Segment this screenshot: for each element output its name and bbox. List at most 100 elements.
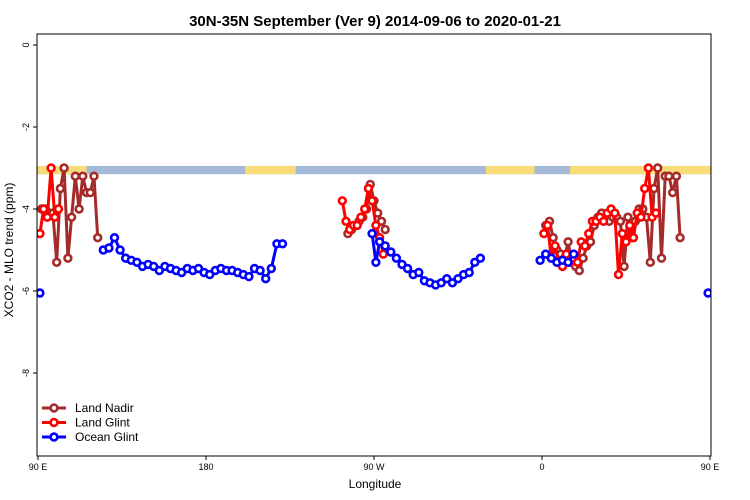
land-nadir-point (59, 163, 69, 173)
legend-marker-land-nadir (49, 403, 59, 413)
land-nadir-point (623, 212, 633, 222)
ocean-glint-point (703, 288, 711, 298)
ocean-glint-point (109, 233, 120, 243)
ocean-glint-point (115, 245, 125, 255)
land-nadir-point (66, 212, 77, 222)
land-glint-line (38, 166, 60, 234)
land-nadir-point (63, 253, 73, 263)
ocean-glint-point (563, 257, 573, 267)
x-tick-label: 90 E (701, 462, 720, 472)
land-glint-point (624, 220, 635, 231)
ocean-glint-point (718, 245, 725, 252)
land-glint-point (356, 212, 366, 222)
ocean-glint-point (735, 247, 742, 254)
ocean-glint-point (475, 253, 486, 263)
land-nadir-point (380, 224, 390, 235)
land-glint-point (583, 228, 594, 239)
land-nadir-point (667, 187, 678, 198)
land-glint-point (337, 196, 347, 206)
land-nadir-point (671, 171, 682, 181)
land-nadir-point (70, 171, 81, 181)
land-nadir-point (92, 233, 103, 243)
land-glint-point (50, 212, 60, 222)
land-glint-point (38, 204, 49, 214)
land-glint-point (53, 204, 64, 214)
series-group (37, 163, 750, 298)
legend-label-land-nadir: Land Nadir (75, 401, 134, 415)
land-nadir-point (656, 253, 667, 263)
ocean-glint-point (535, 255, 545, 265)
ocean-glint-point (414, 267, 424, 278)
ocean-glint-point (746, 257, 750, 264)
land-glint-point (37, 228, 45, 239)
land-glint-point (580, 241, 590, 251)
land-glint-point (613, 269, 624, 280)
land-glint-point (598, 216, 609, 227)
land-band-segment (486, 165, 535, 175)
ocean-glint-point (464, 267, 474, 278)
ocean-glint-point (391, 253, 402, 263)
land-glint-point (610, 208, 620, 218)
ocean-glint-point (255, 265, 265, 276)
ocean-glint-point (266, 263, 276, 274)
ocean-glint-point (568, 249, 579, 259)
land-nadir-point (675, 233, 685, 243)
ocean-glint-point (402, 263, 413, 274)
land-glint-point (371, 220, 381, 231)
legend-label-land-glint: Land Glint (75, 416, 130, 430)
land-glint-point (542, 220, 553, 231)
series-layer (37, 163, 750, 298)
land-glint-point (628, 233, 639, 243)
land-glint-point (360, 204, 370, 214)
land-nadir-point (619, 261, 629, 272)
axes: 90 E 180 90 W 0 90 E 0 -2 -4 -6 -8 (21, 33, 720, 472)
land-glint-point (539, 228, 549, 239)
land-glint-point (636, 212, 646, 222)
land-band-segment (245, 165, 296, 175)
ocean-glint-point (104, 243, 114, 253)
chart-title: 30N-35N September (Ver 9) 2014-09-06 to … (189, 13, 561, 30)
land-band-segment (570, 165, 711, 175)
land-glint-point (572, 257, 583, 267)
land-nadir-point (85, 187, 96, 198)
legend-label-ocean-glint: Ocean Glint (75, 430, 139, 444)
y-axis-label: XCO2 - MLO trend (ppm) (2, 183, 16, 318)
land-nadir-point (615, 216, 626, 227)
ocean-glint-point (37, 288, 45, 298)
land-glint-point (550, 241, 560, 251)
land-glint-point (352, 220, 362, 231)
ocean-glint-point (386, 247, 396, 257)
land-nadir-point (563, 237, 573, 247)
ocean-glint-point (380, 241, 390, 251)
ocean-glint-point (723, 247, 730, 254)
land-nadir-point (51, 257, 62, 267)
land-glint-point (643, 163, 654, 173)
y-tick-label: -2 (21, 123, 31, 131)
y-tick-label: -8 (21, 369, 31, 377)
x-tick-label: 90 E (29, 462, 48, 472)
land-nadir-point (89, 171, 99, 181)
y-tick-label: 0 (21, 42, 31, 47)
ocean-glint-point (261, 274, 271, 284)
land-glint-point (651, 208, 661, 218)
ocean-glint-point (371, 257, 381, 267)
land-nadir-point (652, 163, 663, 173)
land-glint-point (621, 237, 631, 247)
ocean-band (37, 165, 711, 175)
ocean-glint-point (244, 271, 254, 282)
x-tick-label: 180 (198, 462, 213, 472)
legend-marker-ocean-glint (49, 432, 59, 442)
ocean-glint-point (729, 234, 736, 241)
y-tick-label: -4 (21, 205, 31, 213)
land-nadir-point (74, 204, 84, 214)
ocean-glint-point (367, 228, 377, 239)
land-nadir-point (55, 183, 66, 194)
x-tick-label: 0 (539, 462, 544, 472)
land-sea-band (37, 165, 711, 175)
ocean-glint-point (277, 239, 288, 249)
land-nadir-point (645, 257, 655, 267)
ocean-glint-point (740, 255, 747, 262)
land-glint-point (363, 183, 374, 194)
land-glint-point (617, 228, 627, 239)
land-glint-point (639, 183, 650, 194)
